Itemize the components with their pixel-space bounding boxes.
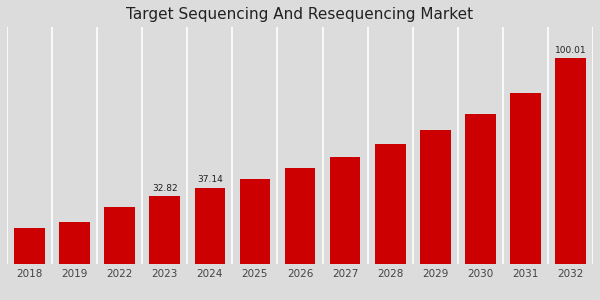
- Bar: [465, 114, 496, 264]
- Bar: [149, 196, 180, 264]
- Bar: [375, 144, 406, 264]
- Bar: [420, 130, 451, 264]
- Bar: [104, 207, 135, 264]
- Text: 100.01: 100.01: [555, 46, 586, 55]
- Title: Target Sequencing And Resequencing Market: Target Sequencing And Resequencing Marke…: [127, 7, 473, 22]
- Bar: [555, 58, 586, 264]
- Bar: [284, 168, 316, 264]
- Bar: [194, 188, 225, 264]
- Text: 32.82: 32.82: [152, 184, 178, 194]
- Bar: [239, 178, 270, 264]
- Bar: [510, 93, 541, 264]
- Bar: [330, 157, 361, 264]
- Text: 37.14: 37.14: [197, 176, 223, 184]
- Bar: [59, 222, 90, 264]
- Bar: [14, 228, 45, 264]
